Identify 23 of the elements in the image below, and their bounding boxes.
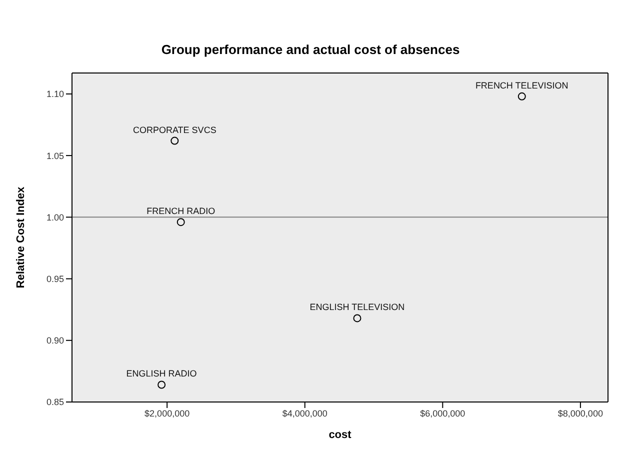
x-tick-label: $2,000,000 (144, 408, 190, 418)
point (158, 380, 166, 389)
annotation: CORPORATE SVCS (132, 124, 216, 135)
point (170, 136, 179, 145)
y-axis-title: Relative Cost Index (14, 186, 27, 288)
y-tick-label: 0.90 (46, 336, 64, 346)
x-axis-title: cost (328, 429, 352, 441)
x-tick-label: $4,000,000 (282, 408, 328, 418)
annotation: ENGLISH TELEVISION (310, 302, 405, 312)
chart-title: Group performance and actual cost of absences (160, 42, 461, 59)
annotation: FRENCH RADIO (146, 206, 216, 216)
y-tick-label: 0.95 (46, 274, 64, 284)
annotation: FRENCH TELEVISION (475, 80, 568, 90)
x-tick-label: $6,000,000 (420, 408, 466, 418)
y-tick-label: 1.00 (46, 212, 64, 222)
point (176, 218, 185, 226)
point (518, 92, 526, 100)
y-tick-label: 1.05 (46, 150, 64, 161)
point (353, 314, 362, 322)
y-tick-label: 1.10 (46, 89, 64, 100)
x-tick-label: $8,000,000 (558, 408, 603, 418)
y-tick-label: 0.85 (46, 397, 64, 408)
annotation: ENGLISH RADIO (126, 368, 197, 379)
